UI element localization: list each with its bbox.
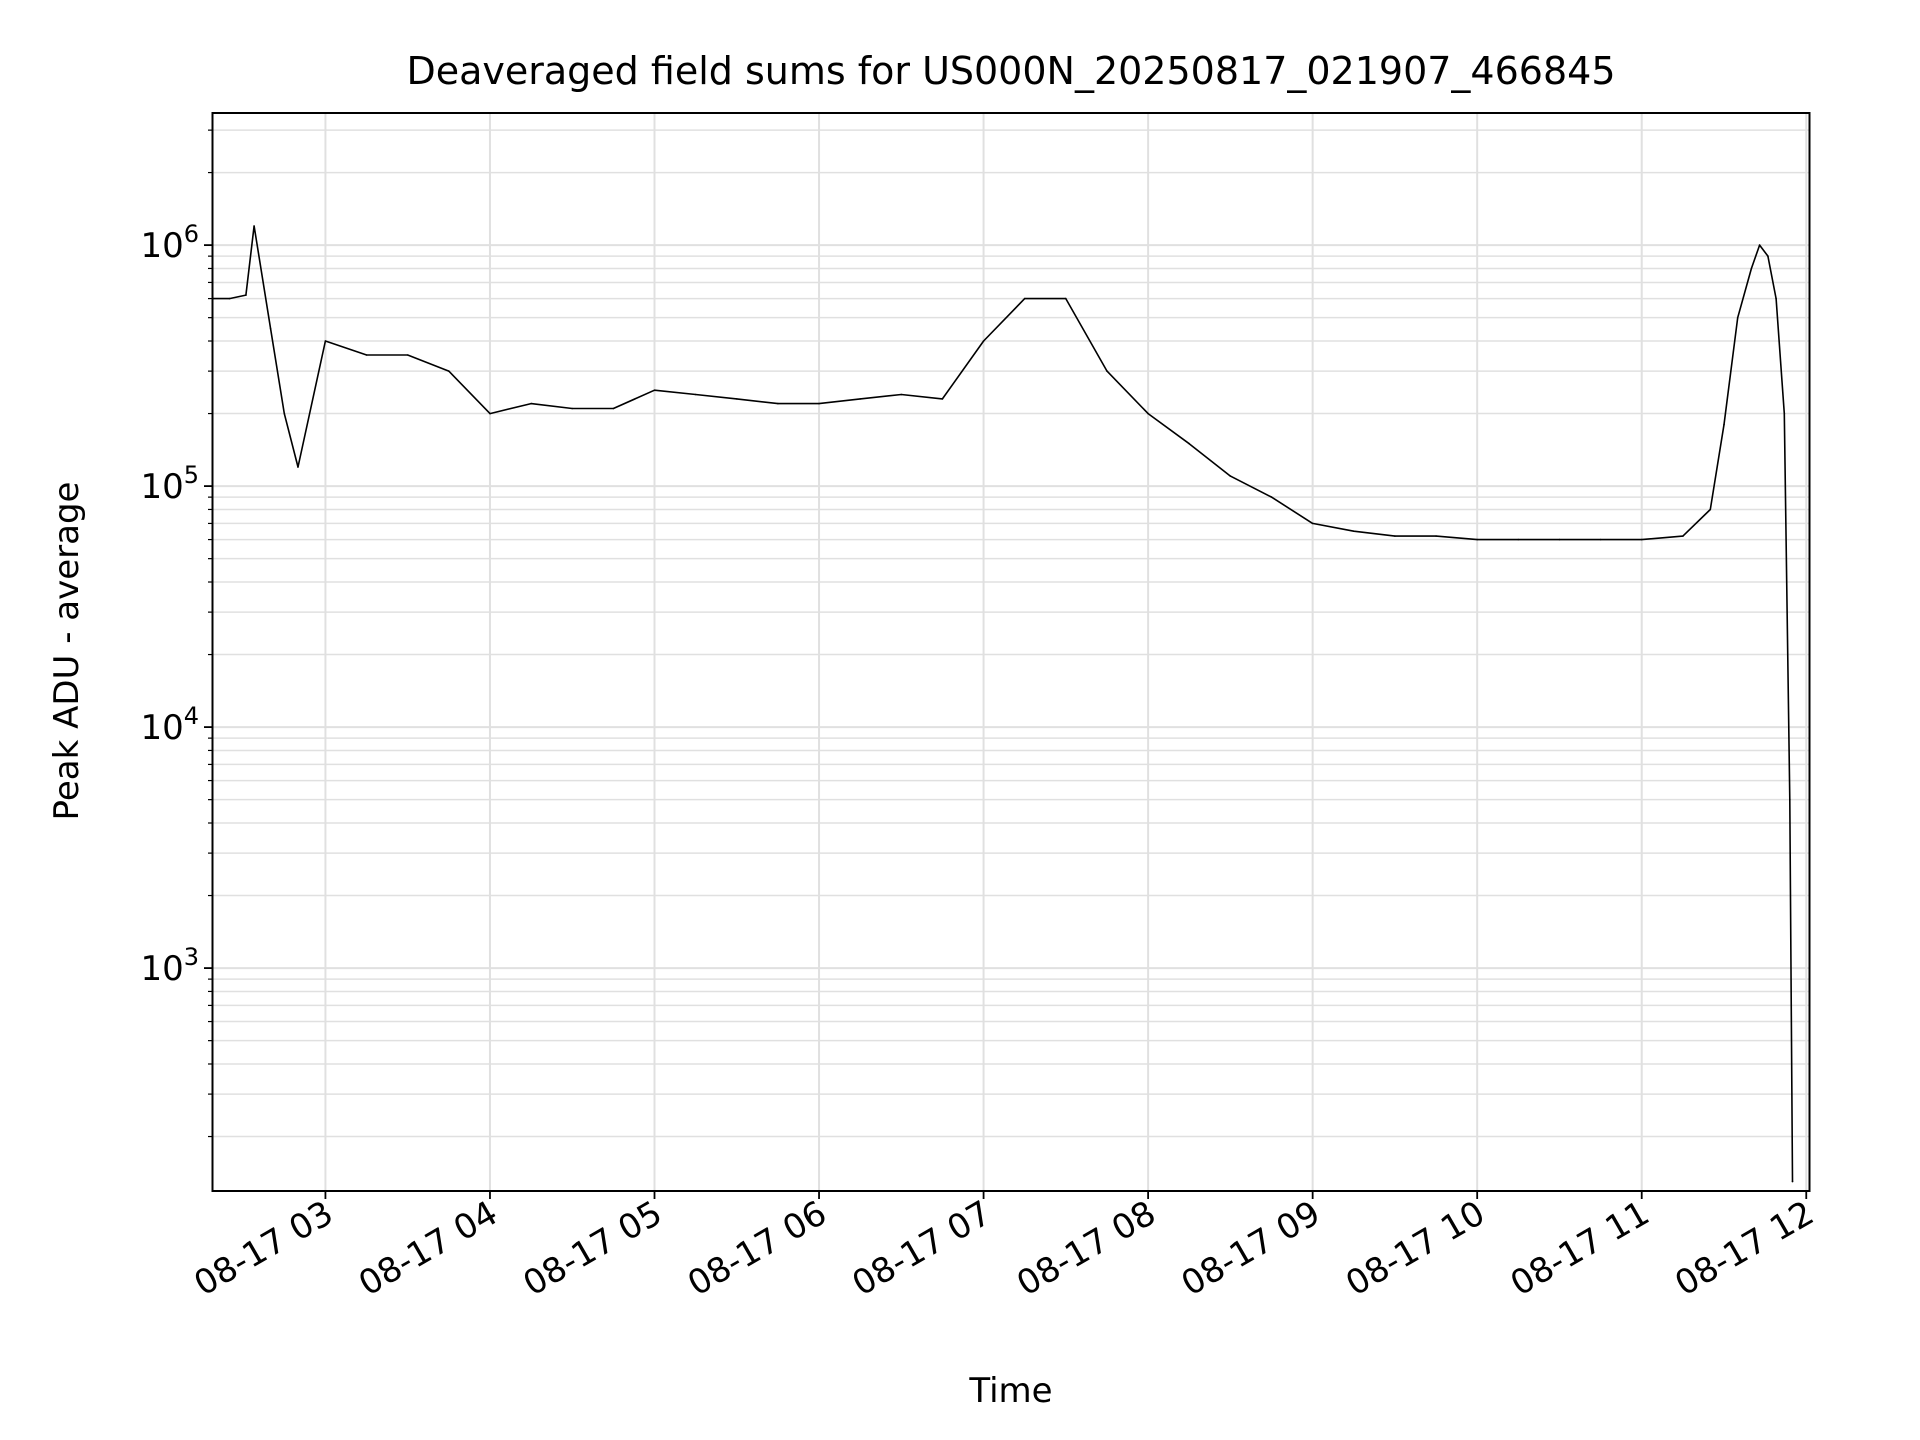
y-tick-exponent: 6 <box>184 220 199 248</box>
y-tick-exponent: 5 <box>184 461 199 489</box>
data-point <box>1640 538 1643 541</box>
data-point <box>1758 244 1761 246</box>
data-point <box>1188 442 1190 445</box>
data-point <box>297 466 299 468</box>
data-point <box>653 389 656 392</box>
y-tick-exponent: 3 <box>184 943 199 971</box>
data-point <box>736 398 738 400</box>
data-point <box>1435 535 1437 537</box>
series-layer <box>212 225 1794 1183</box>
data-point <box>1270 496 1273 498</box>
data-point <box>448 370 450 372</box>
data-point <box>941 398 944 400</box>
data-point <box>1106 370 1108 372</box>
data-point <box>1147 412 1149 415</box>
data-point <box>818 402 820 405</box>
data-point <box>1723 423 1725 426</box>
data-point <box>530 402 532 405</box>
data-point <box>1229 475 1232 477</box>
data-point <box>245 294 247 296</box>
data-point <box>1789 798 1791 801</box>
data-point <box>1682 535 1684 537</box>
data-point <box>1394 535 1396 537</box>
minor-gridlines <box>213 129 1809 1138</box>
data-point <box>1517 538 1520 541</box>
data-point <box>571 407 573 410</box>
data-point <box>1023 297 1026 300</box>
data-point <box>1791 1180 1794 1183</box>
data-point <box>1558 538 1561 541</box>
data-point <box>1736 316 1739 319</box>
data-point <box>1476 538 1478 541</box>
data-point <box>1750 267 1753 270</box>
plot-frame <box>211 112 1811 1192</box>
data-point <box>1599 538 1602 541</box>
chart-title: Deaveraged field sums for US000N_2025081… <box>406 49 1615 93</box>
data-point <box>1353 530 1355 532</box>
data-point <box>859 398 861 400</box>
data-point <box>489 412 491 415</box>
y-axis-label: Peak ADU - average <box>47 482 87 821</box>
data-point <box>283 412 286 415</box>
data-point <box>1311 522 1314 525</box>
data-point <box>694 393 697 396</box>
data-point <box>228 297 231 300</box>
data-point <box>253 225 255 227</box>
data-point <box>900 393 903 396</box>
data-point <box>1783 412 1786 415</box>
y-tick-exponent: 4 <box>184 702 199 730</box>
data-point <box>324 340 327 342</box>
data-point <box>982 340 985 342</box>
data-point <box>406 354 409 356</box>
data-point <box>1709 508 1712 511</box>
data-point <box>612 407 615 410</box>
data-point <box>1775 297 1777 300</box>
data-point <box>269 327 272 330</box>
data-point <box>365 354 368 356</box>
data-point <box>777 402 779 405</box>
data-point <box>1767 255 1769 257</box>
data-point <box>1065 297 1067 300</box>
y-tick-label: 103 <box>140 943 199 989</box>
x-axis-label: Time <box>968 1371 1052 1411</box>
major-gridlines <box>213 114 1809 1190</box>
